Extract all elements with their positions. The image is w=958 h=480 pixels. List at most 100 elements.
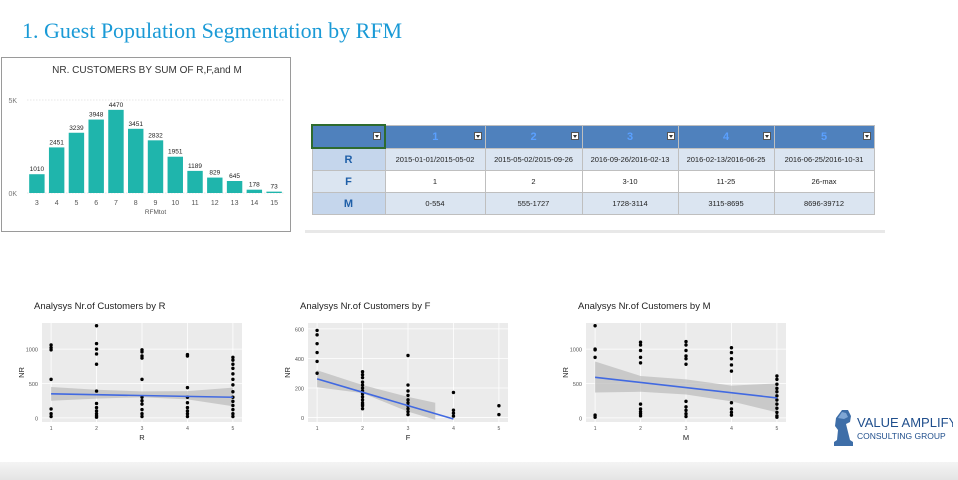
filter-dropdown-icon[interactable] [862,131,871,140]
x-tick-label: 8 [134,200,138,207]
table-row-f: F 1 2 3-10 11-25 26-max [311,170,875,193]
data-point [185,385,190,390]
data-point [185,354,190,358]
data-point [638,343,643,347]
data-label: 3948 [89,112,104,119]
data-point [775,410,779,415]
data-point [775,377,779,382]
bar [246,189,263,193]
data-point [231,412,235,416]
data-point [94,362,99,366]
rfm-segment-table: 1 2 3 4 5 R 2015-01-01/2015-05-02 2015-0… [311,124,875,215]
bar [128,128,144,193]
data-point [185,401,190,405]
data-point [684,343,688,347]
data-point [729,363,734,367]
table-cell: 8696-39712 [773,192,875,215]
data-point [360,370,365,374]
data-point [729,346,734,350]
data-point [593,355,597,360]
x-tick-label: 5 [74,200,78,207]
filter-dropdown-icon[interactable] [666,131,675,140]
data-point [593,324,597,328]
data-point [49,343,53,347]
regression-line [595,376,777,399]
filter-dropdown-icon[interactable] [570,131,579,140]
data-point [638,340,643,344]
table-header-cell[interactable]: 3 [581,124,679,149]
y-tick-label: 400 [295,357,304,363]
data-point [140,377,144,382]
x-tick-label: 3 [407,426,410,432]
data-point [360,386,365,390]
filter-dropdown-icon[interactable] [373,132,381,140]
x-tick-label: 4 [186,426,189,432]
bar [266,191,282,193]
data-point [360,407,365,411]
data-point [185,412,190,416]
x-tick-label: 13 [231,200,239,207]
table-cell: 2016-09-26/2016-02-13 [581,147,679,171]
table-header-cell[interactable]: 4 [677,124,775,149]
data-point [775,382,779,386]
data-point [684,412,688,416]
data-point [315,350,319,355]
filter-dropdown-icon[interactable] [473,131,482,140]
data-point [775,390,779,394]
bar [29,174,45,193]
data-point [140,350,144,354]
data-point [231,355,235,360]
data-point [775,402,779,406]
x-tick-label: 12 [211,200,219,207]
data-point [684,348,688,353]
data-label: 645 [229,173,240,180]
data-point [360,383,365,387]
y-tick-label: 1000 [570,348,582,354]
data-point [406,398,410,402]
data-point [360,373,365,377]
data-point [94,409,99,413]
data-label: 1189 [188,163,202,170]
data-label: 3451 [128,121,143,128]
data-point [729,350,734,355]
data-point [406,393,410,398]
x-tick-label: 2 [361,426,364,432]
x-tick-label: 11 [191,200,198,207]
scatter-chart-m: Analysys Nr.of Customers by M 0 500 1000 1 2 3… [561,301,786,442]
data-point [231,390,235,394]
x-tick-label: 14 [250,200,258,207]
table-cell: 2 [484,170,583,193]
bar-chart-panel: NR. CUSTOMERS BY SUM OF R,F,and M 5K 0K 101… [1,57,291,232]
x-tick-label: 5 [498,426,501,432]
x-tick-label: 4 [730,426,733,432]
data-point [360,404,365,408]
data-point [451,408,456,412]
table-header-cell[interactable] [311,124,386,149]
table-cell: 2015-05-02/2015-09-26 [484,147,583,171]
data-point [360,395,365,399]
scatter-chart-f: Analysys Nr.of Customers by F 0 200 400 600 1… [283,301,508,442]
bar [88,119,104,193]
data-point [638,414,643,418]
regression-line [51,393,233,399]
y-tick-label: 500 [573,382,582,388]
y-tick-label: 0K [8,191,17,198]
x-tick-label: 1 [50,426,53,432]
data-point [638,407,643,411]
data-point [231,407,235,412]
filter-dropdown-icon[interactable] [762,131,771,140]
table-shadow [305,230,885,233]
y-tick-label: 200 [295,387,304,393]
table-header-cell[interactable]: 2 [484,124,583,149]
table-header-cell[interactable]: 1 [384,124,486,149]
table-header-cell[interactable]: 5 [773,124,875,149]
row-label: R [311,147,386,171]
chart-title: NR. CUSTOMERS BY SUM OF R,F,and M [52,65,242,76]
table-header-row: 1 2 3 4 5 [311,124,875,149]
data-point [315,371,319,375]
data-point [315,333,319,337]
regression-line [316,378,454,420]
data-point [231,366,235,371]
table-cell: 2016-02-13/2016-06-25 [677,147,775,171]
data-point [775,406,779,410]
